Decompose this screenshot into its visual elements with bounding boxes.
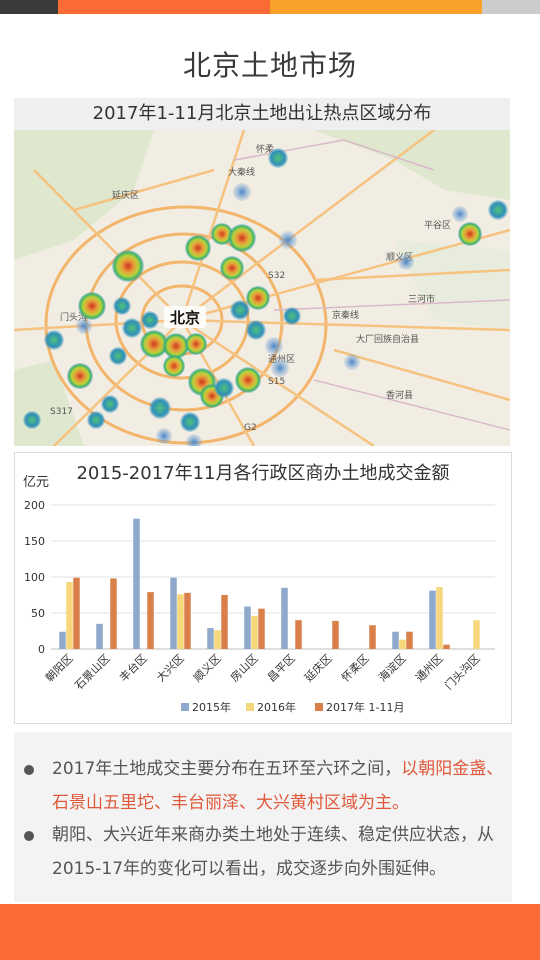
x-tick-label: 大兴区 xyxy=(153,651,186,684)
x-tick-label: 朝阳区 xyxy=(43,652,76,685)
map-label-g2: G2 xyxy=(244,423,257,433)
center-marker: 北京 xyxy=(164,306,206,328)
bar xyxy=(251,615,258,649)
bar xyxy=(244,606,251,649)
y-tick-label: 100 xyxy=(24,571,45,584)
beijing-heatmap: 大秦线 怀柔 延庆区 平谷区 顺义区 三河市 京秦线 大厂回族自治县 香河县 门… xyxy=(14,130,510,446)
bar xyxy=(392,631,399,649)
bottom-color-bar xyxy=(0,904,540,960)
legend-swatch xyxy=(246,703,254,711)
bar xyxy=(133,518,140,649)
bar xyxy=(406,631,413,649)
note-1: 2017年土地成交主要分布在五环至六环之间，以朝阳金盏、石景山五里坨、丰台丽泽、… xyxy=(24,752,504,820)
bar xyxy=(96,623,103,649)
map-label-pinggu: 平谷区 xyxy=(424,220,451,231)
legend-entry: 2015年 xyxy=(192,700,231,714)
x-tick-label: 石景山区 xyxy=(72,652,112,692)
x-tick-label: 怀柔区 xyxy=(339,652,372,685)
bar xyxy=(59,631,66,649)
bar xyxy=(332,620,339,649)
map-label-sanhe: 三河市 xyxy=(408,293,435,305)
note-1-text: 2017年土地成交主要分布在五环至六环之间， xyxy=(52,759,402,779)
y-tick-label: 200 xyxy=(24,499,45,512)
x-tick-label: 延庆区 xyxy=(301,651,334,684)
map-label-jingqin: 京秦线 xyxy=(332,309,359,321)
bar xyxy=(258,608,265,649)
x-tick-label: 海淀区 xyxy=(375,651,408,684)
bar xyxy=(369,625,376,649)
top-bar-segment-amber xyxy=(270,0,482,14)
bar xyxy=(436,587,443,649)
bar xyxy=(221,595,228,649)
top-bar-segment-dark xyxy=(0,0,58,14)
heat-spots xyxy=(23,148,508,446)
legend-swatch xyxy=(181,703,189,711)
x-tick-label: 丰台区 xyxy=(116,651,149,684)
bar xyxy=(473,620,480,649)
bar xyxy=(147,592,154,649)
bar xyxy=(177,594,184,649)
bar xyxy=(110,578,117,649)
heatmap-panel: 2017年1-11月北京土地出让热点区域分布 xyxy=(14,98,510,446)
x-tick-label: 通州区 xyxy=(413,652,446,685)
bar xyxy=(73,577,80,649)
map-label-xianghe: 香河县 xyxy=(386,389,413,401)
bar-chart-panel: 2015-2017年11月各行政区商办土地成交金额 亿元 0 50 100 150 20… xyxy=(14,452,512,724)
y-tick-label: 150 xyxy=(24,535,45,548)
legend-swatch xyxy=(315,703,323,711)
x-tick-label: 昌平区 xyxy=(265,652,298,685)
note-2-text: 朝阳、大兴近年来商办类土地处于连续、稳定供应状态，从2015-17年的变化可以看… xyxy=(52,825,494,879)
map-label-s15: S15 xyxy=(268,377,285,387)
y-tick-label: 50 xyxy=(31,607,45,620)
map-label-yanqing: 延庆区 xyxy=(112,189,139,201)
chart-y-unit: 亿元 xyxy=(23,475,50,490)
top-bar-segment-orange xyxy=(58,0,270,14)
chart-title: 2015-2017年11月各行政区商办土地成交金额 xyxy=(76,463,450,484)
bullet-icon xyxy=(24,831,34,841)
top-color-bar xyxy=(0,0,540,14)
bar xyxy=(295,620,302,649)
y-tick-label: 0 xyxy=(38,643,45,656)
map-title: 2017年1-11月北京土地出让热点区域分布 xyxy=(14,98,510,130)
x-tick-label: 门头沟区 xyxy=(442,651,483,692)
top-bar-segment-gray xyxy=(482,0,540,14)
bar xyxy=(214,630,221,649)
bar xyxy=(281,587,288,649)
note-1-highlight: 以朝阳金盏、石景山五里坨、丰台丽泽、大兴黄村区域为主。 xyxy=(52,759,504,813)
notes-panel: 2017年土地成交主要分布在五环至六环之间，以朝阳金盏、石景山五里坨、丰台丽泽、… xyxy=(14,732,512,902)
bar xyxy=(429,590,436,649)
x-tick-label: 房山区 xyxy=(228,652,261,685)
bar xyxy=(443,644,450,649)
x-tick-label: 顺义区 xyxy=(191,652,224,685)
legend-entry: 2016年 xyxy=(257,700,296,714)
bar xyxy=(399,639,406,649)
map-center-label: 北京 xyxy=(170,309,200,327)
legend-entry: 2017年 1-11月 xyxy=(326,700,404,714)
bar xyxy=(170,577,177,649)
map-label-s32: S32 xyxy=(268,271,285,281)
map-label-huairou: 怀柔 xyxy=(256,143,274,155)
page-title: 北京土地市场 xyxy=(182,49,357,82)
map-label-s317: S317 xyxy=(50,407,73,417)
map-label-daqin: 大秦线 xyxy=(228,166,255,178)
bullet-icon xyxy=(24,765,34,775)
bar xyxy=(207,628,214,649)
note-2: 朝阳、大兴近年来商办类土地处于连续、稳定供应状态，从2015-17年的变化可以看… xyxy=(24,818,504,886)
bar xyxy=(184,592,191,649)
bar xyxy=(66,582,73,649)
map-label-dachang: 大厂回族自治县 xyxy=(356,333,419,345)
